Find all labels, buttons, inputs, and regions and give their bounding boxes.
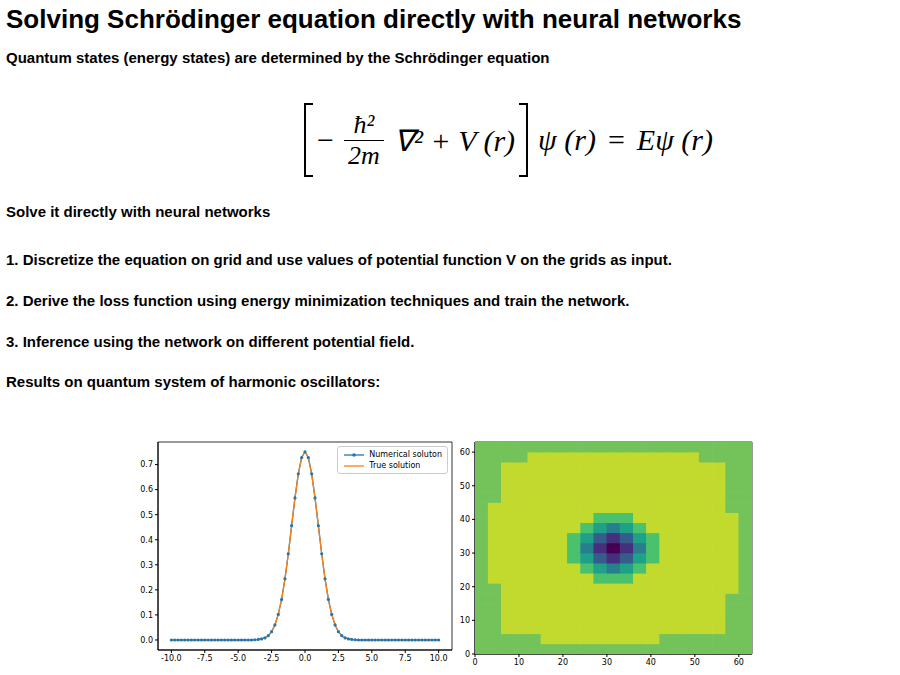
- svg-text:30: 30: [460, 549, 470, 558]
- svg-text:-2.5: -2.5: [264, 654, 280, 663]
- svg-text:0.0: 0.0: [140, 636, 153, 645]
- svg-text:2.5: 2.5: [332, 654, 345, 663]
- svg-text:5.0: 5.0: [365, 654, 378, 663]
- svg-text:-5.0: -5.0: [230, 654, 246, 663]
- html-text:Numerical soluton: Numerical soluton: [369, 450, 442, 459]
- svg-text:0: 0: [465, 650, 470, 659]
- html-text:2. Derive the loss function us: 2. Derive the loss function using energy…: [6, 292, 630, 309]
- svg-text:0.3: 0.3: [140, 561, 153, 570]
- html-text:1. Discretize the equation on: 1. Discretize the equation on grid and u…: [6, 251, 672, 268]
- svg-text:50: 50: [690, 658, 700, 667]
- svg-text:10.0: 10.0: [430, 654, 448, 663]
- html-text:ħ²: ħ²: [353, 109, 375, 139]
- svg-text:30: 30: [602, 658, 612, 667]
- html-text:Quantum states (energy states): Quantum states (energy states) are deter…: [6, 49, 550, 66]
- html-text:2m: 2m: [348, 140, 380, 170]
- svg-text:10: 10: [514, 658, 524, 667]
- svg-text:20: 20: [558, 658, 568, 667]
- svg-text:0.0: 0.0: [299, 654, 312, 663]
- html-text:ψ (r) = Eψ (r): ψ (r) = Eψ (r): [538, 123, 713, 156]
- svg-text:60: 60: [734, 658, 744, 667]
- svg-text:0.1: 0.1: [140, 611, 153, 620]
- svg-text:0.2: 0.2: [140, 586, 153, 595]
- svg-text:50: 50: [460, 482, 470, 491]
- svg-text:0: 0: [472, 658, 477, 667]
- svg-text:20: 20: [460, 583, 470, 592]
- svg-text:0.5: 0.5: [140, 511, 153, 520]
- svg-text:60: 60: [460, 448, 470, 457]
- svg-text:-7.5: -7.5: [197, 654, 213, 663]
- html-text:3. Inference using the network: 3. Inference using the network on differ…: [6, 333, 415, 350]
- svg-text:0.4: 0.4: [140, 536, 153, 545]
- html-text:Results on quantum system of h: Results on quantum system of harmonic os…: [6, 373, 381, 390]
- svg-text:10: 10: [460, 616, 470, 625]
- html-text:Solve it directly with neural: Solve it directly with neural networks: [6, 203, 271, 220]
- svg-text:0.6: 0.6: [140, 485, 153, 494]
- svg-text:-10.0: -10.0: [161, 654, 182, 663]
- svg-text:7.5: 7.5: [399, 654, 412, 663]
- svg-text:40: 40: [646, 658, 656, 667]
- html-text:True solution: True solution: [369, 461, 421, 470]
- svg-text:0.7: 0.7: [140, 460, 153, 469]
- html-text:Solving Schrödinger equation d: Solving Schrödinger equation directly wi…: [6, 4, 742, 34]
- svg-text:40: 40: [460, 515, 470, 524]
- html-text:∇² + V (r): ∇² + V (r): [393, 123, 516, 157]
